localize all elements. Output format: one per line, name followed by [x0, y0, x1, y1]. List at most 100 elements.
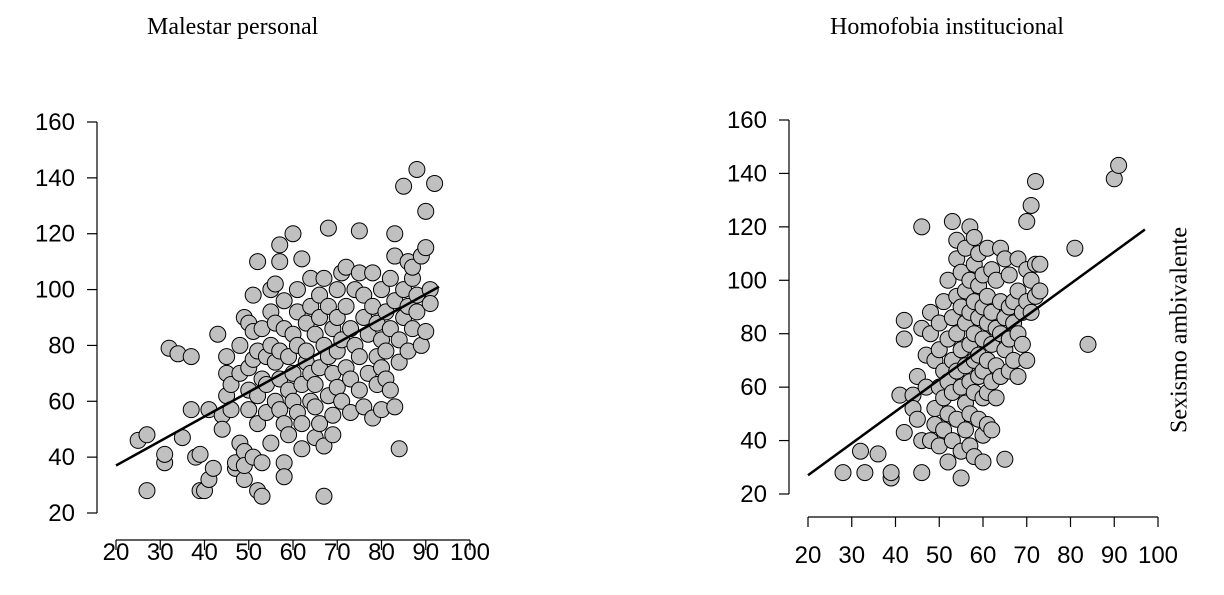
x-tick-label: 40	[882, 542, 909, 569]
x-tick-label: 90	[412, 539, 439, 566]
y-tick-label: 160	[727, 107, 767, 134]
x-tick-label: 100	[450, 539, 490, 566]
x-tick-label: 60	[280, 539, 307, 566]
data-point	[882, 464, 900, 482]
data-point	[191, 445, 209, 463]
data-point	[253, 454, 271, 472]
data-point	[253, 487, 271, 505]
data-point	[408, 303, 426, 321]
y-tick-label: 140	[727, 160, 767, 187]
data-point	[311, 415, 329, 433]
data-point	[218, 348, 236, 366]
y-tick-label: 60	[48, 388, 75, 415]
data-point	[315, 437, 333, 455]
data-point	[284, 225, 302, 243]
x-tick-label: 70	[324, 539, 351, 566]
data-point	[288, 281, 306, 299]
x-tick-label: 100	[1138, 542, 1178, 569]
data-point	[271, 236, 289, 254]
x-tick-label: 80	[368, 539, 395, 566]
data-point	[138, 426, 156, 444]
data-point	[390, 353, 408, 371]
data-point	[1022, 196, 1040, 214]
y-tick-label: 40	[740, 428, 767, 455]
data-point	[355, 398, 373, 416]
data-point	[275, 468, 293, 486]
x-tick-label: 60	[970, 542, 997, 569]
x-tick-label: 70	[1013, 542, 1040, 569]
data-point	[266, 275, 284, 293]
data-point	[249, 253, 267, 271]
data-point	[987, 389, 1005, 407]
data-point	[337, 297, 355, 315]
data-point	[328, 309, 346, 326]
data-point	[1027, 172, 1044, 190]
data-point	[280, 426, 298, 444]
data-point	[275, 292, 293, 310]
chart-title-right: Homofobia institucional	[830, 14, 1064, 40]
data-point	[957, 421, 974, 439]
data-point	[306, 325, 324, 343]
x-tick-label: 50	[235, 539, 262, 566]
data-point	[390, 440, 408, 458]
chart-title-left: Malestar personal	[147, 14, 319, 40]
scatter-panel-right: 20 40 60 80 100 120 140 160 20 30 40 50 60 70 80 90 100	[727, 107, 1178, 569]
data-point	[1018, 351, 1036, 369]
data-point	[244, 286, 262, 304]
data-point	[311, 309, 329, 326]
data-point	[895, 424, 913, 442]
data-point	[262, 434, 280, 452]
data-point	[381, 269, 399, 287]
x-tick-label: 30	[147, 539, 174, 566]
data-point	[315, 487, 333, 505]
data-point	[996, 450, 1014, 468]
data-point	[1018, 213, 1036, 231]
data-point	[306, 376, 324, 394]
data-point	[952, 469, 970, 487]
data-point	[939, 271, 957, 289]
data-point	[965, 229, 983, 247]
data-point	[939, 453, 957, 471]
data-point	[1066, 239, 1084, 257]
data-point	[426, 174, 444, 192]
data-point	[328, 281, 346, 299]
data-point	[280, 348, 298, 366]
data-point	[342, 320, 360, 338]
data-point	[895, 311, 913, 329]
data-point	[350, 222, 368, 240]
data-point	[381, 320, 399, 338]
data-point	[271, 253, 289, 271]
y-tick-label: 100	[727, 267, 767, 294]
data-point	[156, 445, 174, 463]
y-tick-label: 140	[35, 165, 75, 192]
data-point	[249, 415, 267, 433]
y-tick-label: 160	[35, 109, 75, 136]
data-point	[395, 177, 413, 195]
data-point	[417, 239, 435, 257]
data-point	[381, 381, 399, 399]
x-tick-label: 20	[795, 542, 822, 569]
data-point	[364, 264, 382, 282]
data-point	[342, 370, 360, 388]
data-point	[417, 322, 435, 340]
data-point	[390, 331, 408, 349]
data-point	[1110, 156, 1128, 174]
data-point	[333, 392, 351, 410]
x-tick-label: 90	[1101, 542, 1128, 569]
data-point	[182, 401, 200, 419]
x-tick-label: 40	[191, 539, 218, 566]
data-point	[377, 342, 395, 360]
data-point	[222, 376, 240, 394]
data-point	[315, 269, 333, 287]
y-tick-label: 20	[48, 500, 75, 527]
data-point	[240, 401, 258, 419]
data-point	[856, 464, 874, 482]
data-point	[1079, 335, 1097, 353]
data-point	[834, 464, 852, 482]
data-point	[895, 330, 913, 348]
data-point	[182, 348, 200, 366]
data-point	[908, 410, 926, 428]
data-point	[324, 426, 342, 444]
y-tick-label: 60	[740, 374, 767, 401]
data-point	[408, 160, 426, 178]
